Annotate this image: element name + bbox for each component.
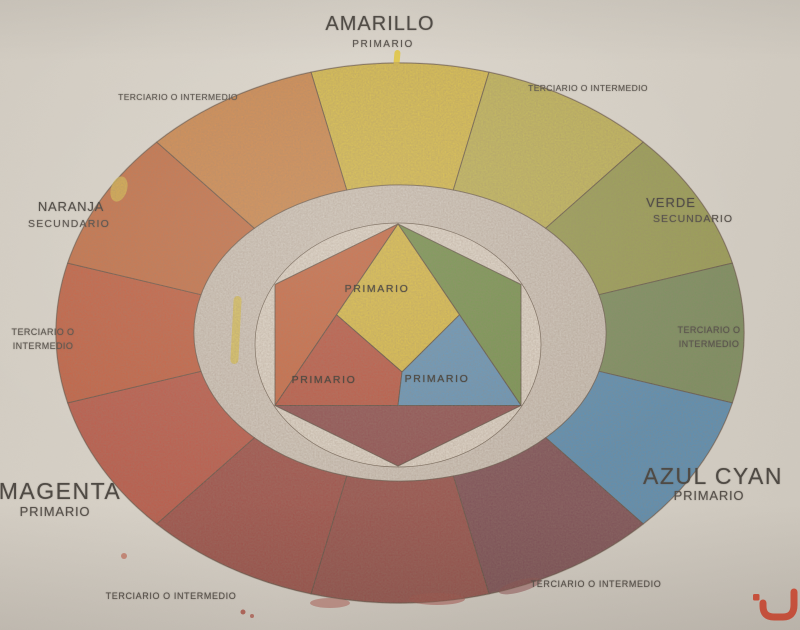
label-tertiary-top-left: TERCIARIO O INTERMEDIO bbox=[118, 92, 238, 102]
label-azul-cyan-role: PRIMARIO bbox=[673, 488, 745, 503]
label-primario-amarillo-center: PRIMARIO bbox=[344, 283, 410, 295]
label-primario-magenta-center: PRIMARIO bbox=[291, 374, 357, 386]
label-naranja: NARANJA bbox=[37, 199, 105, 214]
label-azul-cyan: AZUL CYAN bbox=[642, 463, 784, 489]
label-tertiary-right: TERCIARIO O INTERMEDIO bbox=[677, 325, 741, 349]
label-magenta: MAGENTA bbox=[0, 478, 122, 504]
label-naranja-role: SECUNDARIO bbox=[27, 218, 111, 230]
label-tertiary-top-right: TERCIARIO O INTERMEDIO bbox=[528, 83, 648, 93]
label-tertiary-bottom-left: TERCIARIO O INTERMEDIO bbox=[105, 591, 237, 601]
label-verde-role: SECUNDARIO bbox=[652, 213, 734, 225]
label-amarillo: AMARILLO bbox=[325, 13, 435, 35]
label-amarillo-role: PRIMARIO bbox=[352, 39, 414, 50]
label-tertiary-left: TERCIARIO O INTERMEDIO bbox=[11, 327, 75, 351]
label-magenta-role: PRIMARIO bbox=[19, 504, 91, 519]
label-verde: VERDE bbox=[646, 195, 696, 210]
label-primario-azul-center: PRIMARIO bbox=[404, 373, 470, 385]
label-tertiary-bottom-right: TERCIARIO O INTERMEDIO bbox=[530, 579, 662, 589]
